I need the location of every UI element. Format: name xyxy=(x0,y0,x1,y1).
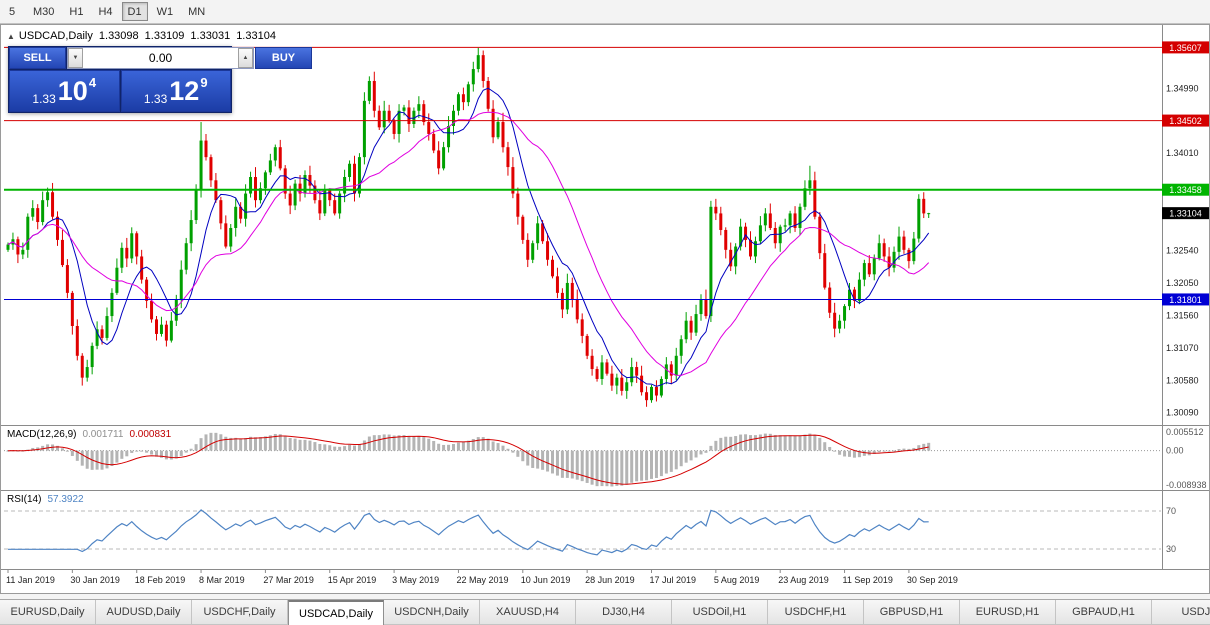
lot-size-input[interactable] xyxy=(83,48,238,68)
chart-ohlc-header: ▲ USDCAD,Daily 1.33098 1.33109 1.33031 1… xyxy=(7,30,276,42)
buy-price-big: 12 xyxy=(169,76,200,106)
chart-tab-USDOil-H1[interactable]: USDOil,H1 xyxy=(672,600,768,625)
chart-tab-GBPAUD-H1[interactable]: GBPAUD,H1 xyxy=(1056,600,1152,625)
chart-tab-bar: EURUSD,Daily AUDUSD,Daily USDCHF,Daily USDC… xyxy=(0,599,1210,625)
chart-tab-USDCHF-H1[interactable]: USDCHF,H1 xyxy=(768,600,864,625)
chart-tab-XAUUSD-H4[interactable]: XAUUSD,H4 xyxy=(480,600,576,625)
timeframe-button-5[interactable]: 5 xyxy=(8,5,16,18)
ohlc-close: 1.33104 xyxy=(236,30,276,42)
timeframe-button-H4[interactable]: H4 xyxy=(98,5,113,18)
lot-decrease-button[interactable]: ▼ xyxy=(68,48,83,68)
chart-tab-GBPUSD-H1[interactable]: GBPUSD,H1 xyxy=(864,600,960,625)
chart-symbol-label: USDCAD,Daily xyxy=(18,30,93,42)
collapse-arrow-icon[interactable]: ▲ xyxy=(7,31,15,41)
chart-tab-USDJP[interactable]: USDJP xyxy=(1152,600,1210,625)
timeframe-button-H1[interactable]: H1 xyxy=(69,5,84,18)
macd-signal-value: 0.000831 xyxy=(129,429,172,440)
sell-price-sup: 4 xyxy=(88,75,97,90)
timeframe-button-M30[interactable]: M30 xyxy=(33,5,55,18)
timeframe-toolbar: 5 M30 H1 H4 D1 W1 MN xyxy=(0,0,1210,24)
buy-price-sup: 9 xyxy=(200,75,208,90)
one-click-trading-panel: SELL ▼ ▲ BUY 1.33 10 4 1.33 12 9 xyxy=(8,46,312,113)
chart-tab-DJ30-H4[interactable]: DJ30,H4 xyxy=(576,600,672,625)
sell-button[interactable]: SELL xyxy=(9,47,66,69)
sell-price-display[interactable]: 1.33 10 4 xyxy=(9,70,120,112)
sell-price-small: 1.33 xyxy=(32,92,56,106)
macd-indicator-label: MACD(12,26,9) 0.001711 0.000831 xyxy=(7,429,171,440)
rsi-name: RSI(14) xyxy=(7,494,42,505)
chart-tab-EURUSD-Daily[interactable]: EURUSD,Daily xyxy=(0,600,96,625)
rsi-value: 57.3922 xyxy=(47,494,84,505)
sell-price-big: 10 xyxy=(57,76,88,106)
macd-name: MACD(12,26,9) xyxy=(7,429,77,440)
chart-tab-USDCHF-Daily[interactable]: USDCHF,Daily xyxy=(192,600,288,625)
chart-tab-USDCAD-Daily[interactable]: USDCAD,Daily xyxy=(288,600,384,625)
buy-price-small: 1.33 xyxy=(143,92,168,106)
chart-tab-EURUSD-H1[interactable]: EURUSD,H1 xyxy=(960,600,1056,625)
ohlc-low: 1.33031 xyxy=(190,30,231,42)
ohlc-open: 1.33098 xyxy=(98,30,139,42)
chart-tab-AUDUSD-Daily[interactable]: AUDUSD,Daily xyxy=(96,600,192,625)
macd-main-value: 0.001711 xyxy=(82,429,124,440)
timeframe-button-W1[interactable]: W1 xyxy=(156,5,174,18)
buy-button[interactable]: BUY xyxy=(255,47,312,69)
timeframe-button-D1[interactable]: D1 xyxy=(121,2,148,21)
rsi-indicator-label: RSI(14) 57.3922 xyxy=(7,494,84,505)
lot-size-control: ▼ ▲ xyxy=(67,47,254,69)
chart-bottom-strip xyxy=(0,594,1210,599)
chart-tab-USDCNH-Daily[interactable]: USDCNH,Daily xyxy=(384,600,480,625)
buy-price-display[interactable]: 1.33 12 9 xyxy=(120,70,231,112)
timeframe-button-MN[interactable]: MN xyxy=(188,5,206,18)
lot-increase-button[interactable]: ▲ xyxy=(238,48,253,68)
ohlc-high: 1.33109 xyxy=(144,30,185,42)
